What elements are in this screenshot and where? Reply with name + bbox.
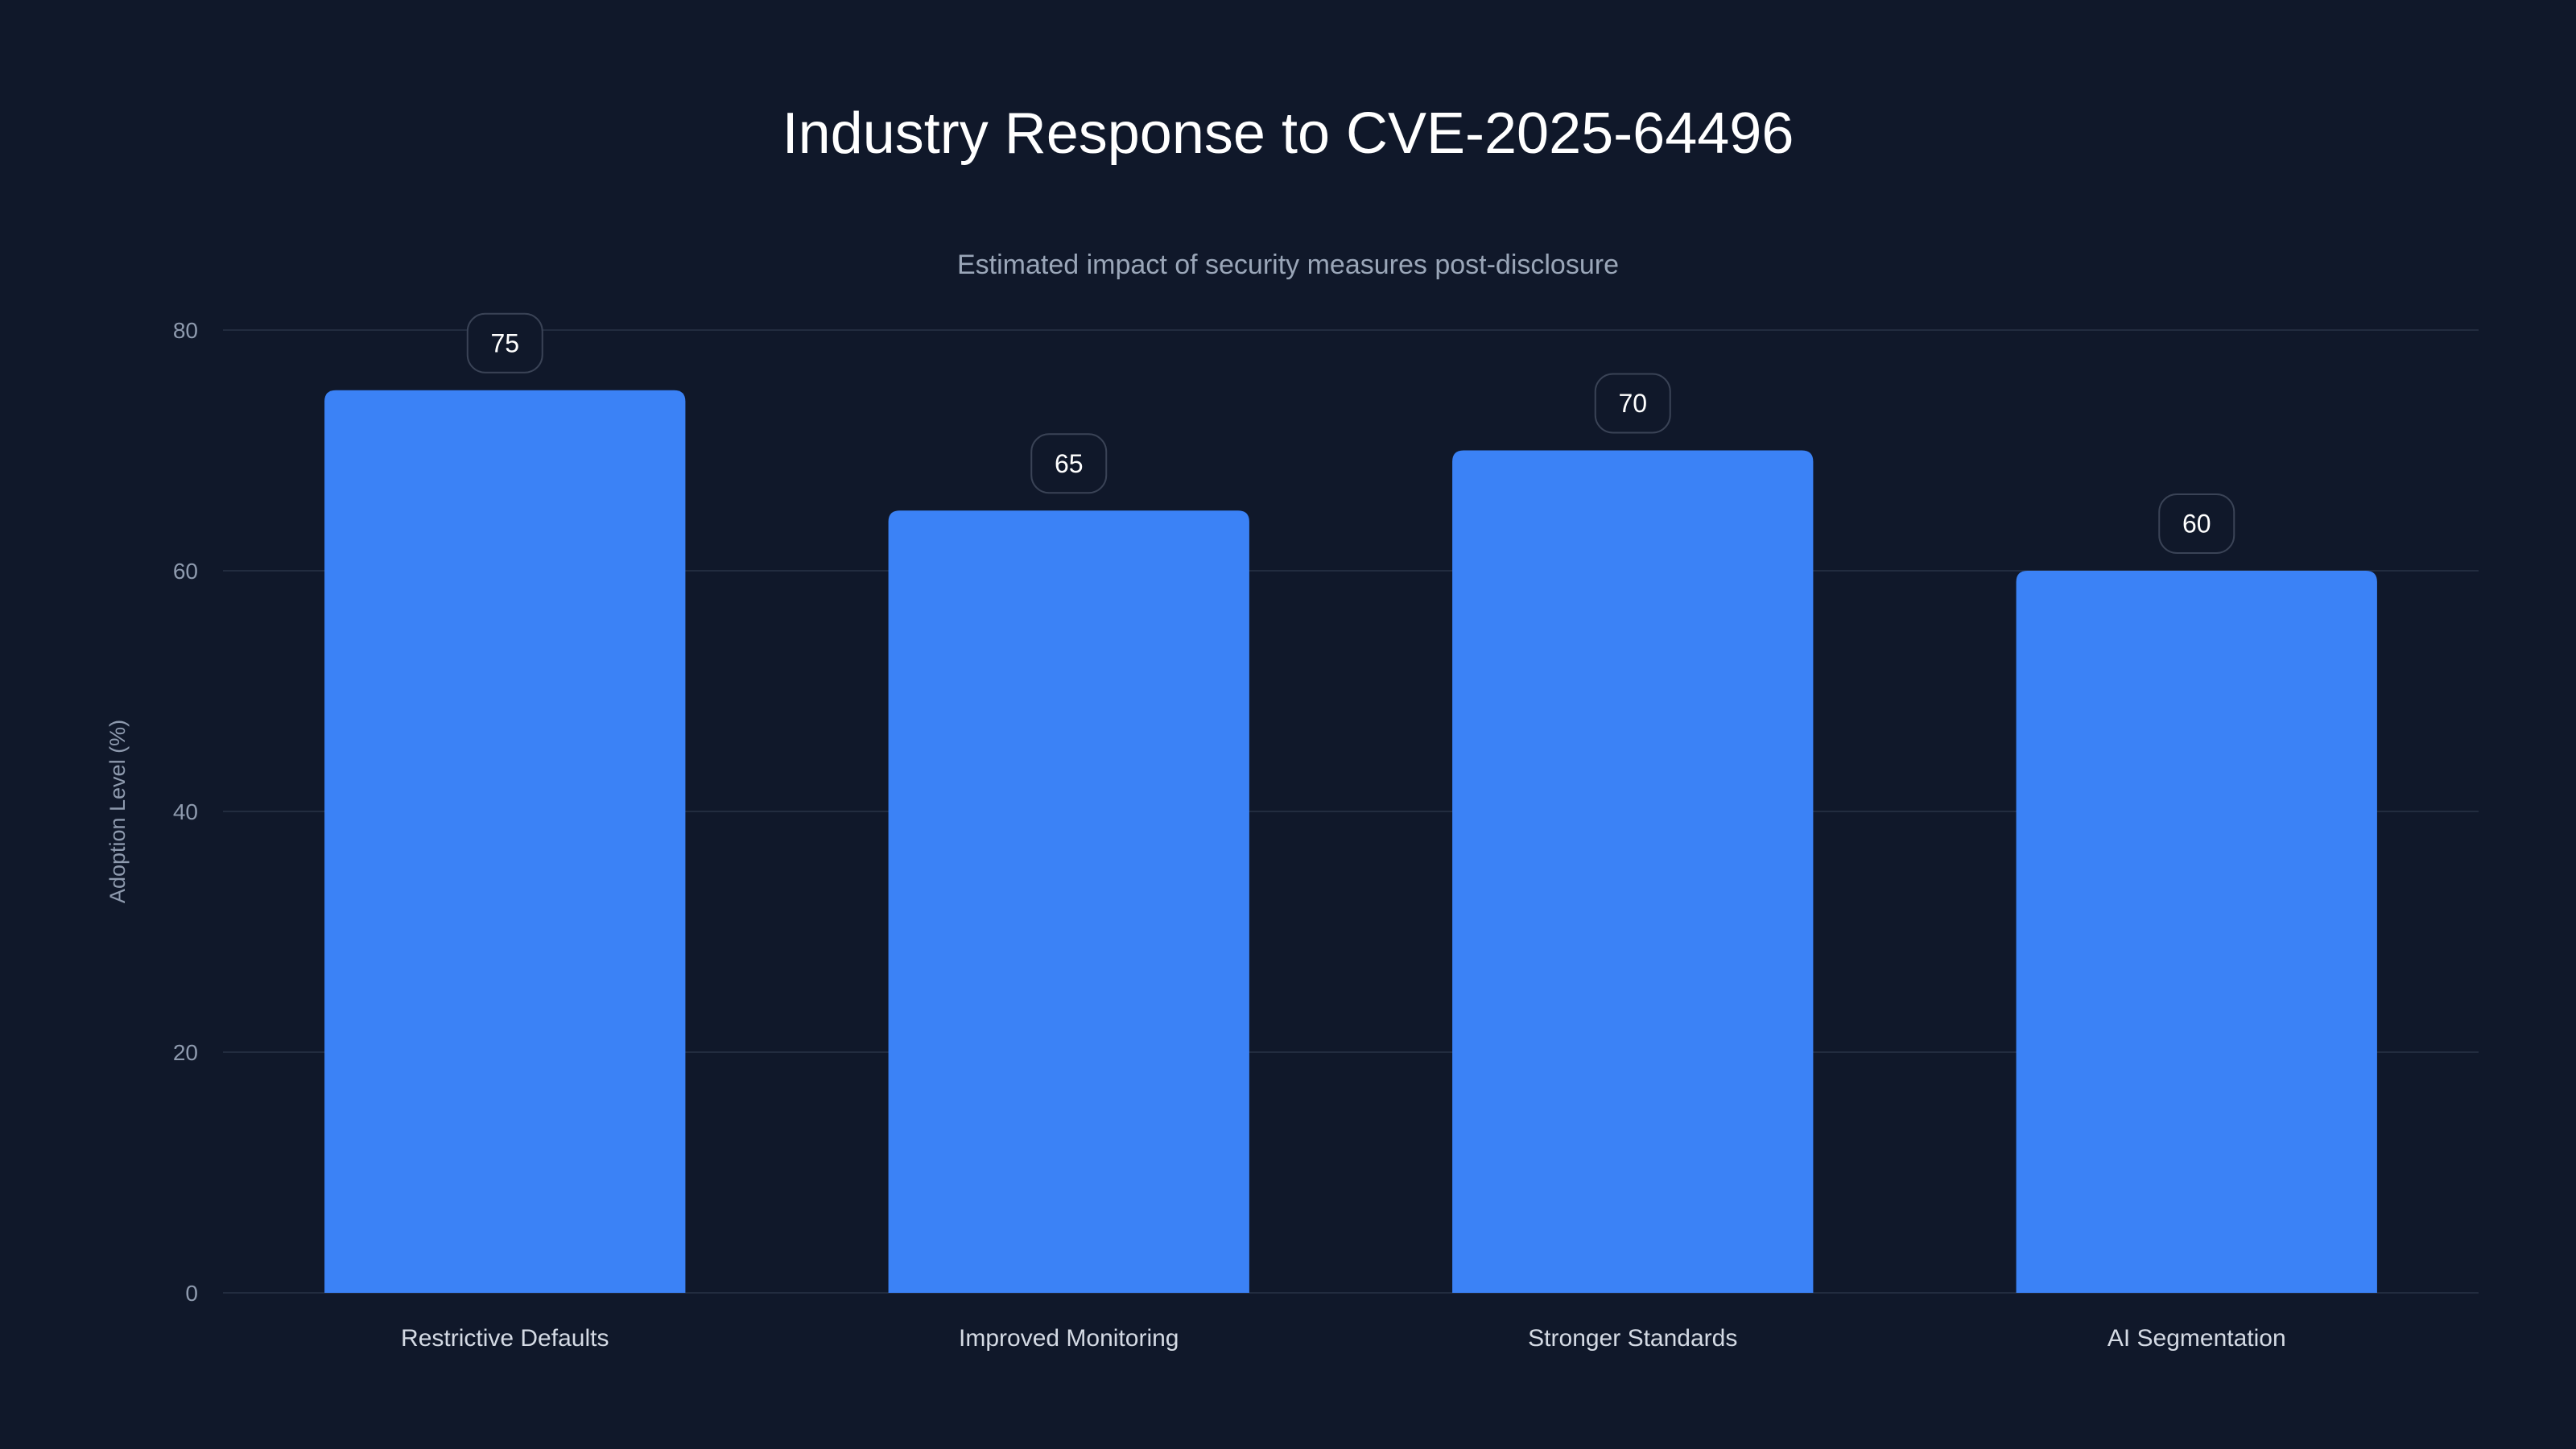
bar-ai-segmentation[interactable] — [2016, 571, 2377, 1293]
data-label-box — [1594, 373, 1671, 434]
chart-title: Industry Response to CVE-2025-64496 — [782, 101, 1794, 166]
x-tick-label: AI Segmentation — [2107, 1325, 2286, 1352]
data-label-box — [466, 312, 543, 374]
y-tick-label: 40 — [173, 799, 198, 824]
data-label: 75 — [490, 328, 519, 357]
y-tick-label: 20 — [173, 1040, 198, 1065]
bar-improved-monitoring[interactable] — [888, 510, 1249, 1293]
data-label-box — [2158, 493, 2235, 554]
data-label: 70 — [1618, 389, 1647, 418]
data-label: 65 — [1055, 449, 1084, 478]
y-axis-label: Adoption Level (%) — [105, 720, 130, 903]
x-tick-label: Restrictive Defaults — [401, 1325, 609, 1352]
chart-subtitle: Estimated impact of security measures po… — [957, 250, 1619, 280]
bar-stronger-standards[interactable] — [1452, 450, 1814, 1294]
data-label-box — [1030, 433, 1108, 494]
y-tick-label: 80 — [173, 318, 198, 343]
data-label: 60 — [2182, 510, 2211, 539]
y-tick-label: 0 — [185, 1281, 198, 1306]
y-tick-label: 60 — [173, 559, 198, 584]
x-tick-label: Stronger Standards — [1528, 1325, 1737, 1352]
bar-restrictive-defaults[interactable] — [324, 390, 686, 1293]
x-tick-label: Improved Monitoring — [959, 1325, 1179, 1352]
